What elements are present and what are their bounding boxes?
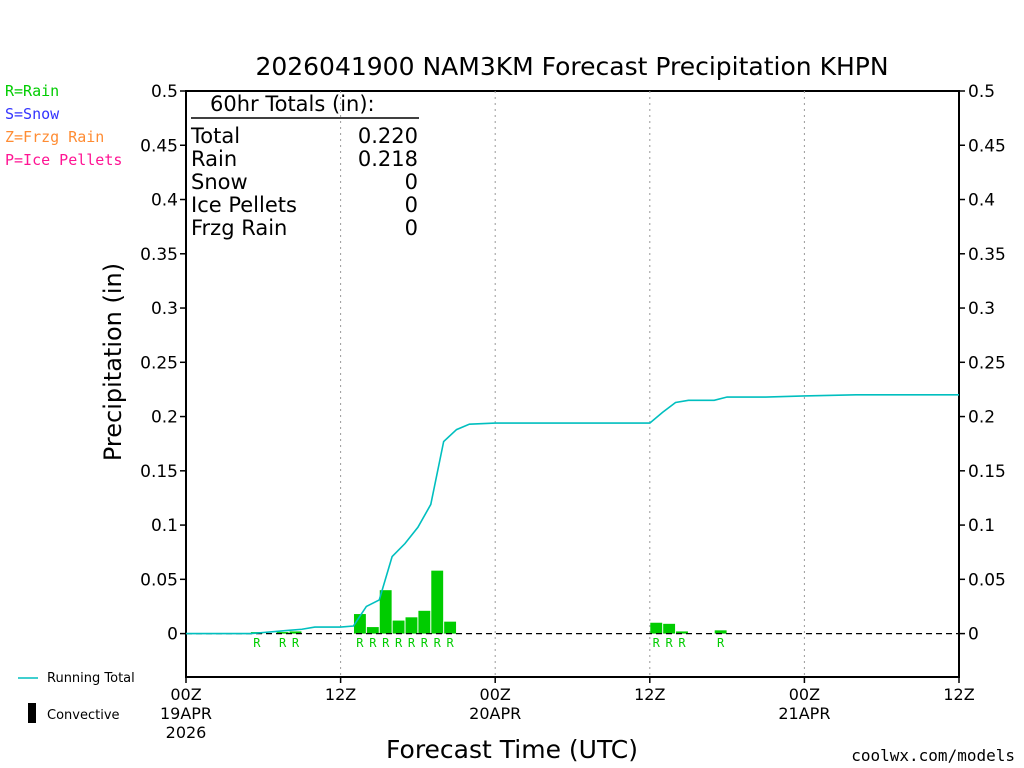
x-tick-label: 00Z <box>480 685 511 704</box>
totals-row-value: 0.220 <box>358 124 418 148</box>
x-tick-label: 2026 <box>166 723 207 742</box>
totals-row-label: Ice Pellets <box>191 193 297 217</box>
precip-bar <box>379 590 392 634</box>
y-tick-label-left: 0.1 <box>151 516 178 536</box>
ptype-label: R <box>666 636 674 650</box>
precip-bar <box>366 627 379 634</box>
totals-header: 60hr Totals (in): <box>210 92 375 116</box>
precip-bars <box>250 570 727 634</box>
ptype-label: R <box>395 636 403 650</box>
y-tick-label-left: 0.4 <box>151 191 178 211</box>
y-axis-label: Precipitation (in) <box>99 263 127 461</box>
vertical-gridlines <box>340 91 805 677</box>
ptype-legend-item: P=Ice Pellets <box>5 151 122 169</box>
y-tick-label-right: 0.05 <box>968 570 1006 590</box>
totals-row-label: Rain <box>191 147 237 171</box>
chart-title: 2026041900 NAM3KM Forecast Precipitation… <box>255 52 888 81</box>
x-tick-label: 20APR <box>469 704 521 723</box>
y-tick-label-right: 0.25 <box>968 353 1006 373</box>
ptype-label: R <box>382 636 390 650</box>
x-tick-label: 21APR <box>778 704 830 723</box>
ptype-legend-item: S=Snow <box>5 105 60 123</box>
y-tick-label-left: 0.15 <box>140 462 178 482</box>
x-tick-label: 00Z <box>170 685 201 704</box>
y-tick-label-right: 0.4 <box>968 191 995 211</box>
x-tick-label: 00Z <box>789 685 820 704</box>
ptype-label: R <box>292 636 300 650</box>
y-tick-label-right: 0.35 <box>968 245 1006 265</box>
precip-bar <box>431 570 444 634</box>
totals-box: 60hr Totals (in): Total 0.220 Rain 0.218 Sno… <box>190 92 419 240</box>
y-tick-label-left: 0.35 <box>140 245 178 265</box>
y-tick-label-right: 0.3 <box>968 299 995 319</box>
y-tick-label-right: 0.45 <box>968 136 1006 156</box>
precip-bar <box>714 630 727 634</box>
totals-row-value: 0 <box>405 170 418 194</box>
x-tick-label: 19APR <box>160 704 212 723</box>
precip-bar <box>289 631 302 634</box>
x-tick-label: 12Z <box>943 685 974 704</box>
precip-bar <box>444 621 457 634</box>
y-tick-label-right: 0.5 <box>968 82 995 102</box>
ptype-label: R <box>434 636 442 650</box>
precip-bar <box>676 631 688 634</box>
x-tick-label: 12Z <box>325 685 356 704</box>
ptype-label: R <box>421 636 429 650</box>
y-tick-label-left: 0.05 <box>140 570 178 590</box>
precip-type-legend: R=Rain S=Snow Z=Frzg Rain P=Ice Pellets <box>5 82 122 169</box>
credit-text: coolwx.com/models <box>851 746 1015 765</box>
running-total-line <box>186 394 959 635</box>
y-tick-label-right: 0.15 <box>968 462 1006 482</box>
precip-bar <box>418 610 431 634</box>
x-axis-label: Forecast Time (UTC) <box>386 735 638 764</box>
totals-row-label: Total <box>190 124 240 148</box>
running-total-legend-label: Running Total <box>47 671 135 686</box>
y-tick-label-left: 0.2 <box>151 408 178 428</box>
precip-bar <box>392 620 405 634</box>
ptype-label: R <box>408 636 416 650</box>
precip-bar <box>650 622 663 634</box>
ptype-label: R <box>356 636 364 650</box>
plot-frame <box>185 90 960 678</box>
ptype-label: R <box>279 636 287 650</box>
ptype-legend-item: R=Rain <box>5 82 59 100</box>
convective-legend-label: Convective <box>47 708 120 723</box>
y-axis: 0 00.05 0.050.1 0.10.15 0.150.2 0.20.25 0.250.… <box>140 82 1006 645</box>
totals-row-label: Snow <box>191 170 248 194</box>
x-tick-label: 12Z <box>634 685 665 704</box>
y-tick-label-right: 0 <box>968 625 979 645</box>
y-tick-label-right: 0.1 <box>968 516 995 536</box>
y-tick-label-left: 0.45 <box>140 136 178 156</box>
y-tick-label-left: 0.3 <box>151 299 178 319</box>
precip-bar <box>663 623 676 634</box>
ptype-label: R <box>446 636 454 650</box>
totals-row-label: Frzg Rain <box>191 216 287 240</box>
y-tick-label-left: 0.25 <box>140 353 178 373</box>
totals-row-value: 0 <box>405 193 418 217</box>
y-tick-label-right: 0.2 <box>968 408 995 428</box>
y-tick-label-left: 0 <box>167 625 178 645</box>
ptype-label: R <box>717 636 725 650</box>
ptype-label: R <box>678 636 686 650</box>
precip-bar <box>276 632 289 634</box>
totals-row-value: 0.218 <box>358 147 418 171</box>
totals-row-value: 0 <box>405 216 418 240</box>
ptype-label: R <box>253 636 261 650</box>
precip-bar <box>405 617 418 634</box>
ptype-label: R <box>369 636 377 650</box>
ptype-label: R <box>653 636 661 650</box>
precip-bar <box>353 614 366 634</box>
convective-legend-swatch <box>28 703 36 723</box>
y-tick-label-left: 0.5 <box>151 82 178 102</box>
ptype-legend-item: Z=Frzg Rain <box>5 128 104 146</box>
